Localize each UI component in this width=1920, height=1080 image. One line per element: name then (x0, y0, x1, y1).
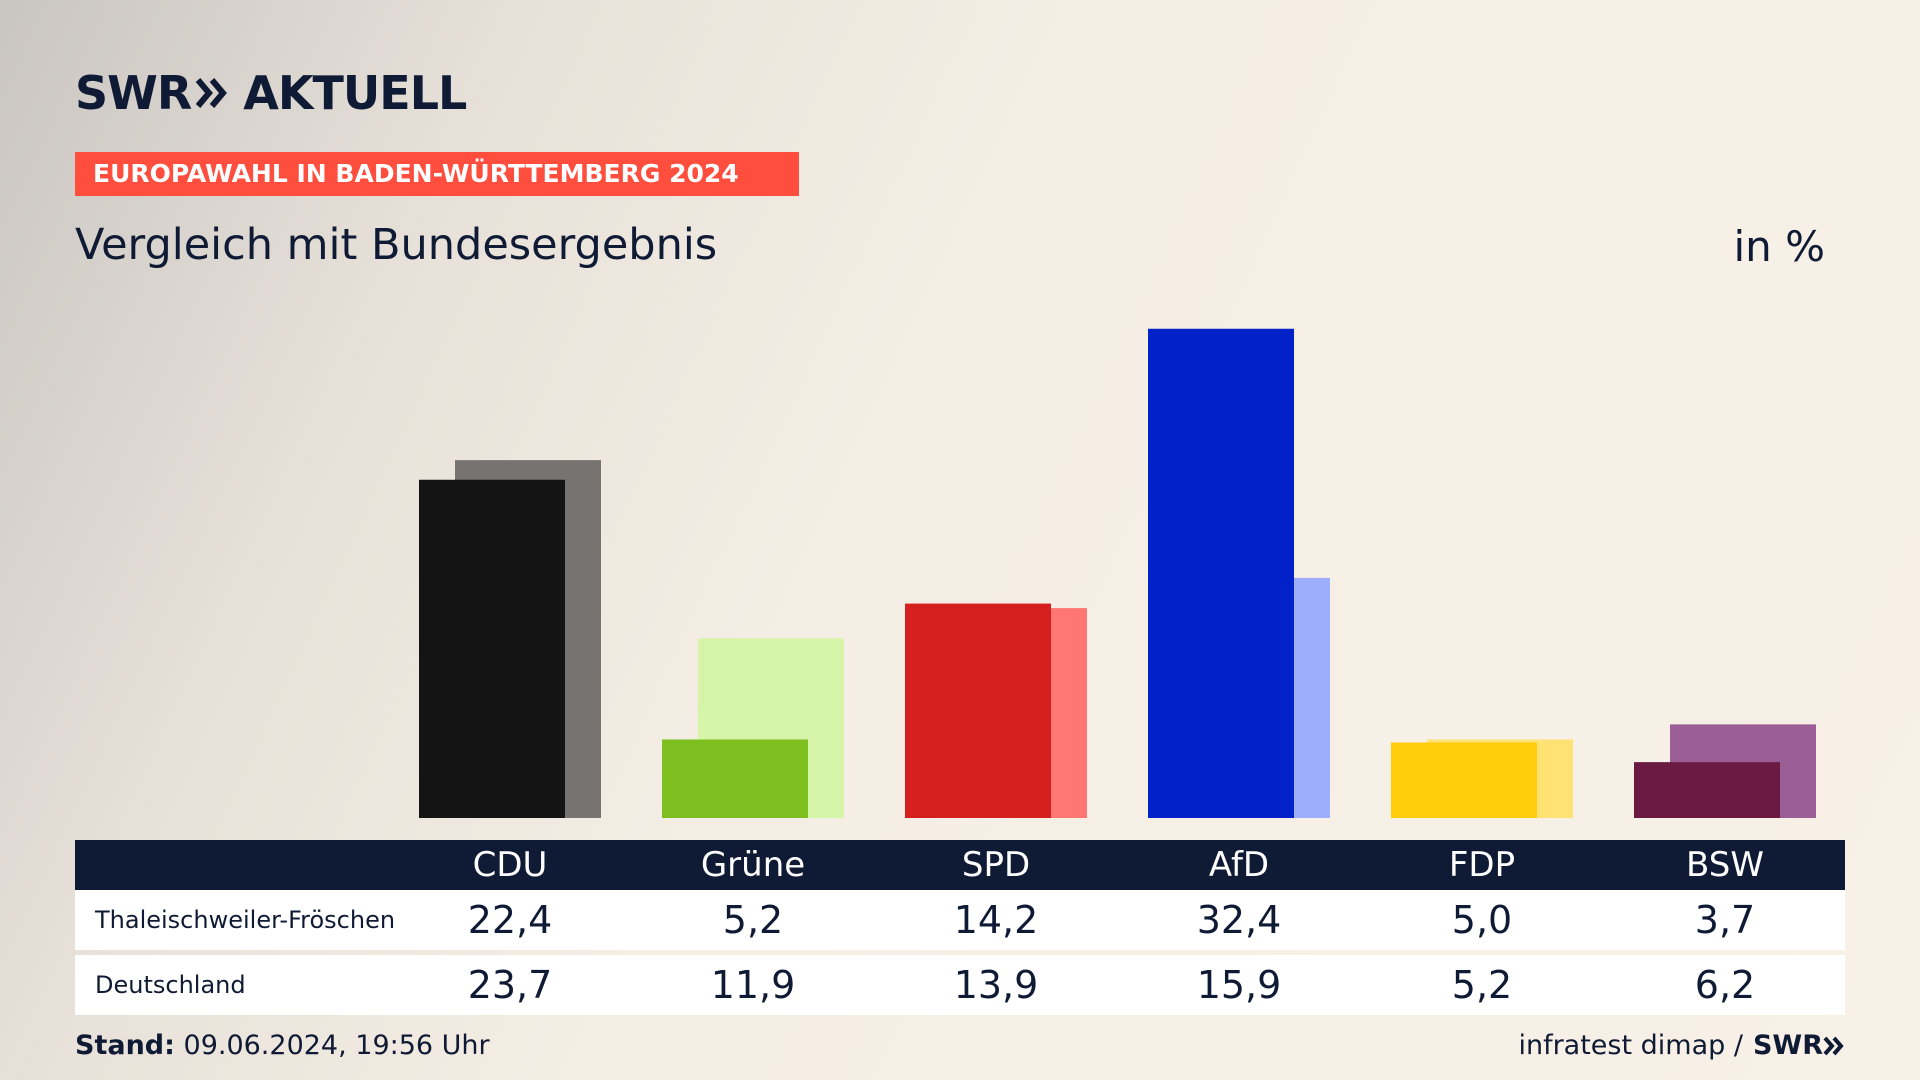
table-row-local: Thaleischweiler-Fröschen 22,4 5,2 14,2 32,4… (75, 890, 1845, 950)
small-chevron-icon (1823, 1036, 1844, 1055)
swr-aktuell-logo: SWR AKTUELL (75, 66, 467, 120)
results-table: CDU Grüne SPD AfD FDP BSW Thaleischweiler-Frö… (75, 840, 1845, 1015)
value-national-cdu: 23,7 (467, 963, 553, 1007)
unit-label: in % (1733, 222, 1825, 271)
party-label-gruene: Grüne (700, 845, 806, 885)
stand-label: Stand: (75, 1030, 175, 1061)
source-text: infratest dimap / (1518, 1030, 1743, 1061)
logo-aktuell-text: AKTUELL (243, 66, 467, 120)
value-local-afd: 32,4 (1196, 898, 1282, 942)
bar-local-fdp (1391, 742, 1537, 818)
value-national-gruene: 11,9 (710, 963, 796, 1007)
value-national-afd: 15,9 (1196, 963, 1282, 1007)
election-banner: EUROPAWAHL IN BADEN-WÜRTTEMBERG 2024 (75, 152, 799, 196)
bar-local-bsw (1634, 762, 1780, 818)
timestamp: Stand: 09.06.2024, 19:56 Uhr (75, 1030, 490, 1061)
value-local-spd: 14,2 (953, 898, 1039, 942)
bar-local-afd (1148, 328, 1294, 818)
stand-value: 09.06.2024, 19:56 Uhr (183, 1030, 490, 1061)
bar-local-gruene (662, 739, 808, 818)
swr-small-logo: SWR (1753, 1030, 1845, 1061)
row-label-national: Deutschland (95, 971, 246, 999)
chart-subtitle: Vergleich mit Bundesergebnis (75, 220, 718, 270)
party-label-cdu: CDU (472, 845, 548, 885)
table-header: CDU Grüne SPD AfD FDP BSW (75, 840, 1845, 890)
double-chevron-icon (195, 76, 229, 110)
value-local-gruene: 5,2 (722, 898, 784, 942)
bar-local-cdu (419, 479, 565, 818)
party-label-bsw: BSW (1686, 845, 1764, 885)
value-national-bsw: 6,2 (1694, 963, 1756, 1007)
bar-local-spd (905, 603, 1051, 818)
value-local-fdp: 5,0 (1451, 898, 1513, 942)
source-credit: infratest dimap / SWR (1518, 1030, 1845, 1061)
row-label-local: Thaleischweiler-Fröschen (95, 906, 396, 934)
swr-small-text: SWR (1752, 1030, 1823, 1061)
bar-chart (419, 328, 1816, 818)
party-label-fdp: FDP (1448, 845, 1516, 885)
value-national-spd: 13,9 (953, 963, 1039, 1007)
value-local-bsw: 3,7 (1694, 898, 1756, 942)
party-label-spd: SPD (961, 845, 1031, 885)
party-label-afd: AfD (1208, 845, 1270, 885)
table-row-national: Deutschland 23,7 11,9 13,9 15,9 5,2 6,2 (75, 955, 1845, 1015)
logo-swr-text: SWR (75, 66, 192, 120)
value-national-fdp: 5,2 (1451, 963, 1513, 1007)
value-local-cdu: 22,4 (467, 898, 553, 942)
